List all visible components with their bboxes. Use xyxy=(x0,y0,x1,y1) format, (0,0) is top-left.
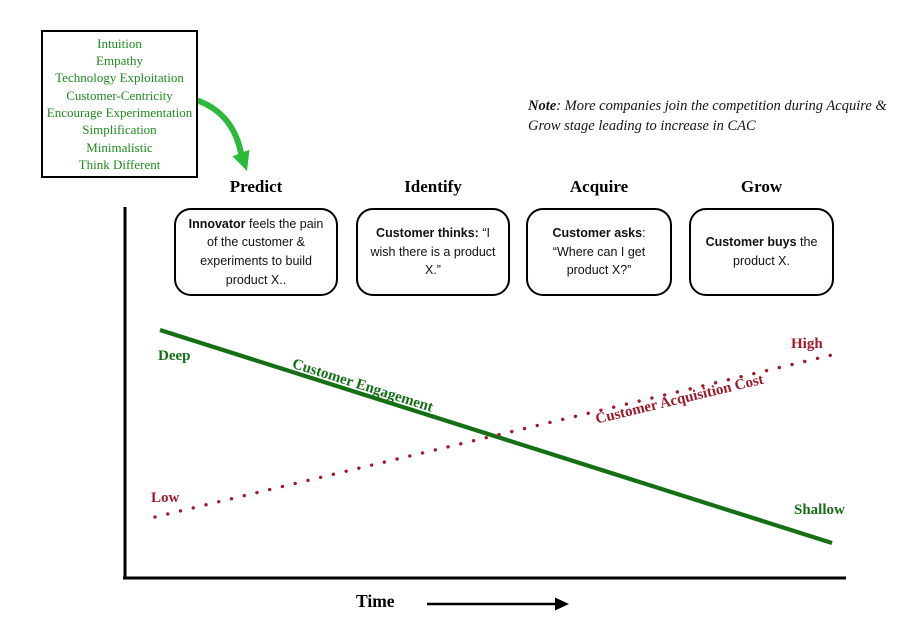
customer-acquisition-cost-line xyxy=(153,351,842,519)
stage-title-grow: Grow xyxy=(740,177,783,196)
stage-box-grow: Customer buys the product X. xyxy=(689,208,834,296)
stage-box-text: the product X. xyxy=(733,235,818,268)
time-arrow-head xyxy=(555,597,569,611)
note-label: Note xyxy=(528,98,557,114)
stage-box-bold: Innovator xyxy=(188,216,246,231)
customer-engagement-line xyxy=(159,327,833,546)
values-to-predict-arrow xyxy=(196,98,244,156)
value-item: Encourage Experimentation xyxy=(46,105,193,120)
value-item: Simplification xyxy=(82,122,157,138)
stage-box-text: “I wish there is a product X.” xyxy=(370,225,496,278)
stage-title-predict: Predict xyxy=(229,177,283,196)
stage-box-acquire: Customer asks: “Where can I get product … xyxy=(526,208,672,296)
stage-title-identify: Identify xyxy=(404,177,462,196)
stage-box-text: feels the pain of the customer & experim… xyxy=(200,216,324,287)
stage-box-bold: Customer thinks: xyxy=(376,225,479,240)
innovator-values-box: Intuition Empathy Technology Exploitatio… xyxy=(41,30,198,178)
stage-box-bold: Customer buys xyxy=(705,235,797,250)
values-to-predict-arrow-head xyxy=(232,149,250,171)
value-item: Minimalistic xyxy=(86,139,153,155)
cac-start-label: Low xyxy=(151,490,180,506)
time-axis-label: Time xyxy=(356,591,395,611)
stage-box-identify: Customer thinks: “I wish there is a prod… xyxy=(356,208,510,296)
stage-box-bold: Customer asks xyxy=(552,225,643,240)
stage-box-text: : “Where can I get product X?” xyxy=(552,225,646,278)
stage-title-acquire: Acquire xyxy=(569,177,629,196)
engagement-end-label: Shallow xyxy=(794,502,845,518)
stage-box-predict: Innovator feels the pain of the customer… xyxy=(174,208,338,296)
note-text: Note: More companies join the competitio… xyxy=(528,96,900,136)
engagement-start-label: Deep xyxy=(158,348,191,364)
note-body: : More companies join the competition du… xyxy=(528,98,887,134)
value-item: Customer-Centricity xyxy=(66,87,173,103)
value-item: Think Different xyxy=(78,156,161,172)
value-item: Technology Exploitation xyxy=(55,70,184,86)
value-item: Empathy xyxy=(96,53,143,69)
value-item: Intuition xyxy=(97,35,142,51)
cac-end-label: High xyxy=(791,336,823,352)
